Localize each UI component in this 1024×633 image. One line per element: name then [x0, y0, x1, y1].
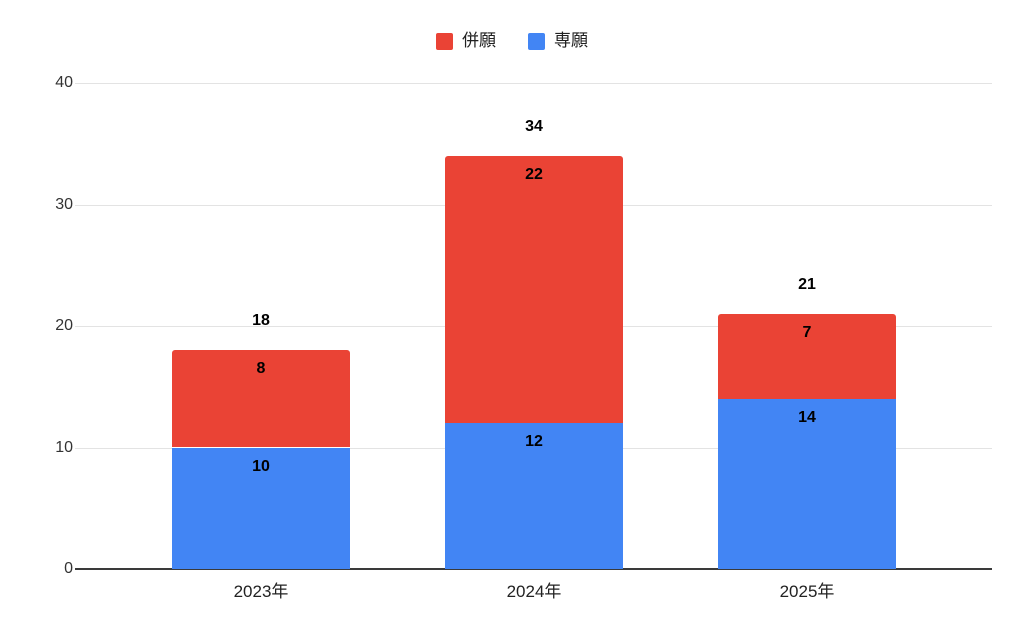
y-axis-tick-10: 10: [55, 438, 73, 456]
x-axis-label-2024年: 2024年: [506, 582, 562, 601]
legend-label-heigan: 併願: [462, 31, 496, 50]
y-axis-tick-40: 40: [55, 74, 73, 91]
bar-segment-併願-2023年: [172, 350, 350, 448]
bar-segment-専願-2024年: [445, 423, 623, 569]
legend-item-sengan: 専願: [528, 32, 588, 50]
bar-segment-併願-2024年: [445, 155, 623, 424]
segment-value-label: 10: [252, 457, 270, 475]
bar-segment-専願-2025年: [718, 398, 896, 569]
bar-total-label: 21: [798, 275, 816, 293]
legend-item-heigan: 併願: [436, 32, 496, 50]
legend-swatch-blue: [528, 32, 545, 50]
segment-value-label: 12: [525, 433, 543, 451]
x-axis-label-2025年: 2025年: [779, 582, 835, 601]
y-axis-tick-0: 0: [64, 560, 73, 577]
gridline-40: [75, 83, 992, 84]
segment-value-label: 7: [802, 323, 812, 341]
bar-segment-併願-2025年: [718, 313, 896, 399]
segment-value-label: 14: [798, 408, 816, 426]
y-axis-tick-30: 30: [55, 195, 73, 213]
y-axis-tick-20: 20: [55, 317, 73, 334]
bar-total-label: 34: [525, 117, 543, 135]
legend-label-sengan: 専願: [554, 31, 588, 50]
bar-total-label: 18: [252, 312, 270, 330]
chart-legend: 併願 専願: [0, 32, 1024, 50]
segment-value-label: 22: [525, 165, 543, 183]
x-axis-label-2023年: 2023年: [233, 582, 289, 601]
x-axis-baseline: [75, 568, 992, 570]
segment-value-label: 8: [256, 360, 266, 378]
bar-segment-専願-2023年: [172, 447, 350, 569]
legend-swatch-red: [436, 32, 453, 50]
